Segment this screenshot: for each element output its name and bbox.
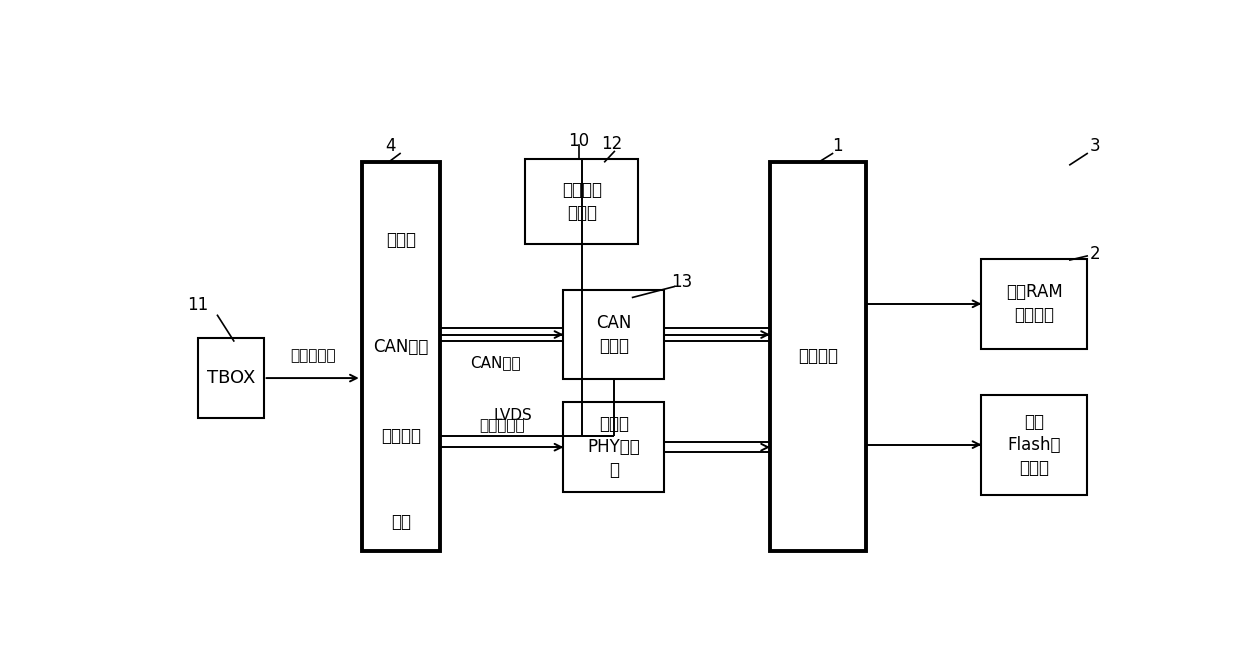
Text: 视频来源
控制器: 视频来源 控制器 [562, 181, 601, 222]
Text: CAN报文: CAN报文 [373, 338, 429, 356]
Text: 外接
Flash存
储模块: 外接 Flash存 储模块 [1008, 413, 1061, 477]
Bar [563, 290, 665, 379]
Text: 车载以太网: 车载以太网 [479, 418, 525, 433]
Text: 1: 1 [832, 138, 843, 156]
Text: 升级包: 升级包 [386, 231, 415, 249]
Text: 10: 10 [568, 132, 589, 150]
Text: 13: 13 [671, 273, 692, 291]
Text: 控制模块: 控制模块 [799, 347, 838, 365]
Text: CAN报文: CAN报文 [470, 356, 521, 370]
Text: 视频数据: 视频数据 [381, 427, 422, 445]
Bar [362, 162, 440, 551]
Text: 网关: 网关 [391, 513, 410, 531]
Bar [525, 159, 639, 243]
Text: TBOX: TBOX [207, 369, 255, 387]
Text: 12: 12 [601, 135, 622, 153]
Text: 以太网
PHY收发
器: 以太网 PHY收发 器 [588, 416, 640, 479]
Text: 2: 2 [1090, 245, 1100, 263]
Text: 3: 3 [1090, 138, 1100, 156]
Text: 外接RAM
存储模块: 外接RAM 存储模块 [1006, 283, 1063, 325]
Text: 车载以太网: 车载以太网 [290, 348, 335, 362]
Bar [982, 259, 1087, 348]
Bar [563, 402, 665, 492]
Bar [198, 338, 264, 418]
Bar [982, 395, 1087, 495]
Text: 4: 4 [386, 138, 396, 156]
Text: 11: 11 [187, 296, 208, 314]
Text: LVDS: LVDS [494, 408, 533, 424]
Text: CAN
收发器: CAN 收发器 [596, 314, 631, 355]
Bar [770, 162, 866, 551]
